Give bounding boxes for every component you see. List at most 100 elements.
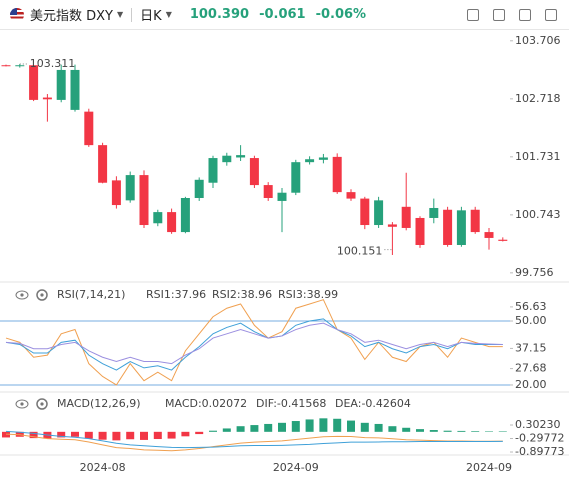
y-tick-label: 27.68 xyxy=(515,362,547,375)
settings-icon[interactable] xyxy=(36,289,48,301)
legend-entry: RSI3:38.99 xyxy=(278,288,338,301)
header-bar: 美元指数 DXY ▼ 日K ▼ 100.390 -0.061 -0.06% xyxy=(0,0,569,30)
macd-bar xyxy=(195,431,204,435)
candle-body xyxy=(277,192,287,201)
macd-bar xyxy=(278,422,286,432)
rsi-line xyxy=(5,318,503,371)
candle-body xyxy=(167,212,177,233)
macd-bar xyxy=(498,431,507,432)
y-tick-label: 101.731 xyxy=(515,150,561,163)
legend-entry: DIF:-0.41568 xyxy=(256,397,326,410)
candle-body xyxy=(360,198,370,226)
candle-body xyxy=(111,180,121,206)
candle-body xyxy=(29,65,39,100)
macd-bar xyxy=(319,418,328,432)
candle-body xyxy=(429,207,439,218)
macd-bar xyxy=(291,421,300,432)
candle-body xyxy=(139,175,149,226)
tool-icon[interactable] xyxy=(467,8,479,21)
macd-bar xyxy=(333,418,342,432)
macd-bar xyxy=(167,431,176,439)
y-tick-label: -0.89773 xyxy=(515,445,564,458)
candle-body xyxy=(70,69,80,110)
macd-bar xyxy=(457,430,466,432)
symbol[interactable]: 美元指数 DXY xyxy=(30,9,113,24)
macd-bar xyxy=(84,431,93,439)
candle-body xyxy=(498,239,508,241)
macd-bar xyxy=(347,420,355,432)
macd-bar xyxy=(2,431,10,438)
macd-bar xyxy=(429,430,438,432)
separator xyxy=(131,7,133,22)
eye-icon[interactable] xyxy=(15,399,29,409)
x-tick-label: 2024-09 xyxy=(466,461,512,474)
macd-bar xyxy=(374,423,383,432)
tool-icon[interactable] xyxy=(493,8,505,21)
candle-body xyxy=(456,210,466,245)
macd-bar xyxy=(57,431,66,438)
legend-entry: MACD:0.02072 xyxy=(165,397,247,410)
candle-body xyxy=(318,157,328,160)
candle-body xyxy=(42,97,52,100)
rsi-line xyxy=(5,299,503,386)
legend-entry: RSI1:37.96 xyxy=(146,288,206,301)
candle-body xyxy=(332,156,342,193)
candle-body xyxy=(470,209,480,233)
candle-body xyxy=(208,158,218,183)
y-tick-label: 37.15 xyxy=(515,341,547,354)
macd-bar xyxy=(388,426,397,432)
settings-icon[interactable] xyxy=(36,398,48,410)
macd-bar xyxy=(181,431,190,437)
macd-bar xyxy=(360,422,369,432)
change: -0.061 xyxy=(259,7,306,22)
macd-bar xyxy=(471,431,480,432)
y-tick-label: 0.30230 xyxy=(515,418,561,431)
candle-body xyxy=(401,206,411,228)
macd-bar xyxy=(416,429,424,432)
rsi-line xyxy=(5,322,503,365)
macd-bar xyxy=(29,431,38,439)
y-tick-label: 99.756 xyxy=(515,266,554,279)
candle-body xyxy=(387,224,397,227)
macd-bar xyxy=(236,426,245,432)
x-tick-label: 2024-09 xyxy=(273,461,319,474)
candle-body xyxy=(84,111,94,146)
candle-body xyxy=(1,65,11,67)
legend-entry: RSI2:38.96 xyxy=(212,288,272,301)
chart: RSI(7,14,21) MACD(12,26,9) 99.756 100.743… xyxy=(0,34,569,474)
change-pct: -0.06% xyxy=(315,7,367,22)
macd-bar xyxy=(126,431,135,440)
candle-body xyxy=(346,192,356,199)
flag-icon xyxy=(10,7,24,22)
macd-bar xyxy=(264,423,273,432)
y-tick-label: 50.00 xyxy=(515,314,547,327)
candle-body xyxy=(98,145,108,183)
macd-bar xyxy=(112,431,121,441)
candle-body xyxy=(56,69,66,100)
candle-body xyxy=(15,65,25,67)
y-tick-label: 103.706 xyxy=(515,34,561,47)
dropdown-caret[interactable]: ▼ xyxy=(165,10,172,19)
macd-bar xyxy=(71,431,79,437)
candle-body xyxy=(484,232,494,238)
period[interactable]: 日K xyxy=(140,9,162,24)
legend-entry: DEA:-0.42604 xyxy=(335,397,411,410)
candle-body xyxy=(222,155,232,163)
macd-bar xyxy=(485,431,493,432)
y-tick-label: 56.63 xyxy=(515,300,547,313)
panel-title: RSI(7,14,21) xyxy=(57,288,125,301)
macd-bar xyxy=(140,431,148,440)
panel-title: MACD(12,26,9) xyxy=(57,397,141,410)
macd-bar xyxy=(305,419,314,432)
dropdown-caret[interactable]: ▼ xyxy=(117,10,124,19)
tool-icon[interactable] xyxy=(519,8,531,21)
macd-bar xyxy=(402,427,411,432)
candle-body xyxy=(180,198,190,233)
macd-bar xyxy=(250,425,259,432)
eye-icon[interactable] xyxy=(15,290,29,300)
tool-icon[interactable] xyxy=(545,8,557,21)
toolbar xyxy=(467,8,557,21)
candle-body xyxy=(443,209,453,245)
low-annotation: 100.151 xyxy=(337,245,383,258)
